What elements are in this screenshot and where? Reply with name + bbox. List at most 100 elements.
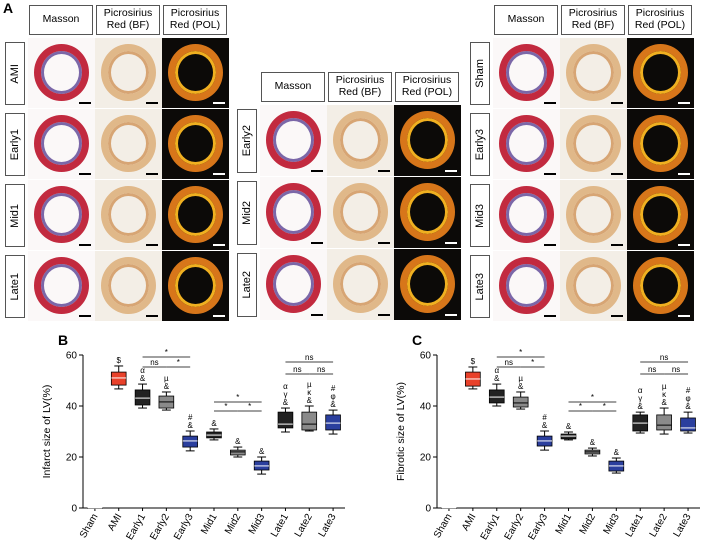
significance-symbol: &: [685, 402, 691, 411]
heart-section: [499, 186, 554, 243]
x-tick-label: Sham: [78, 512, 101, 540]
column-header-text: Masson: [507, 13, 545, 26]
box: [277, 411, 294, 429]
scale-bar: [311, 242, 323, 244]
panel-label: B: [58, 332, 68, 348]
heart-section: [266, 183, 321, 241]
histology-image: [560, 180, 627, 250]
column-header: Picrosirius Red (POL): [395, 72, 459, 102]
column-header: Picrosirius Red (BF): [561, 5, 625, 35]
histology-image: [627, 180, 694, 250]
row-label: Early3: [470, 113, 490, 176]
column-header-text: Masson: [42, 13, 80, 26]
histology-image: [28, 109, 95, 179]
column-header-text: Picrosirius Red (POL): [169, 7, 221, 31]
scale-bar: [213, 102, 225, 104]
heart-section: [400, 111, 455, 169]
significance-symbol: #: [686, 386, 691, 395]
comparison-label: ns: [293, 365, 301, 374]
significance-symbol: κ: [307, 388, 312, 397]
row-label-text: Sham: [474, 59, 486, 88]
histology-image: [560, 38, 627, 108]
x-tick-label: Late3: [672, 512, 694, 540]
row-label: Mid1: [5, 184, 25, 247]
comparison-label: *: [519, 348, 522, 357]
scale-bar: [79, 173, 91, 175]
comparison-label: ns: [648, 365, 656, 374]
scale-bar: [79, 315, 91, 317]
x-tick-label: Mid1: [554, 512, 575, 537]
histology-image: [162, 180, 229, 250]
scale-bar: [79, 244, 91, 246]
x-tick-label: Early2: [148, 512, 172, 542]
row-label: Early2: [237, 109, 257, 173]
box: [656, 414, 672, 431]
heart-section: [499, 115, 554, 172]
box: [230, 449, 246, 456]
row-label-text: Mid3: [474, 203, 486, 228]
y-axis-label: Fibrotic size of LV(%): [395, 382, 407, 481]
x-tick-label: Mid2: [578, 512, 599, 537]
heart-section: [633, 257, 688, 314]
significance-symbol: &: [566, 422, 572, 431]
comparison-label: *: [224, 402, 227, 411]
y-tick-label: 40: [66, 402, 78, 413]
scale-bar: [311, 170, 323, 172]
heart-section: [499, 257, 554, 314]
histology-image: [95, 180, 162, 250]
box: [301, 411, 318, 431]
column-header: Picrosirius Red (BF): [96, 5, 160, 35]
significance-symbol: &: [661, 398, 667, 407]
column-header-text: Picrosirius Red (BF): [335, 74, 385, 98]
scale-bar: [611, 173, 623, 175]
scale-bar: [213, 315, 225, 317]
scale-bar: [146, 102, 158, 104]
histology-image: [260, 249, 327, 320]
column-header: Masson: [494, 5, 558, 35]
scale-bar: [678, 244, 690, 246]
y-tick-label: 0: [71, 504, 77, 515]
row-label: AMI: [5, 42, 25, 105]
scale-bar: [146, 173, 158, 175]
x-tick-label: Early3: [526, 512, 550, 542]
significance-symbol: κ: [662, 390, 667, 399]
significance-symbol: &: [283, 398, 289, 407]
histology-image: [493, 109, 560, 179]
y-tick-label: 60: [66, 351, 78, 362]
scale-bar: [544, 244, 556, 246]
scale-bar: [213, 244, 225, 246]
comparison-label: ns: [305, 353, 313, 362]
heart-section: [333, 255, 388, 313]
box: [325, 414, 341, 431]
panel-label: A: [3, 0, 14, 16]
row-label: Early1: [5, 113, 25, 176]
column-header-text: Masson: [274, 80, 312, 93]
y-tick-label: 40: [420, 402, 432, 413]
x-tick-label: Mid1: [199, 512, 220, 537]
heart-section: [566, 44, 621, 101]
heart-section: [34, 115, 89, 172]
significance-symbol: &: [188, 421, 194, 430]
comparison-label: *: [236, 393, 239, 402]
row-label: Late2: [237, 253, 257, 317]
histology-image: [627, 251, 694, 321]
row-label-text: Late2: [241, 271, 253, 299]
scale-bar: [611, 315, 623, 317]
histology-image: [28, 38, 95, 108]
column-header-text: Picrosirius Red (POL): [401, 74, 453, 98]
x-tick-label: Late3: [317, 512, 339, 540]
y-tick-label: 20: [66, 453, 78, 464]
scale-bar: [544, 315, 556, 317]
heart-section: [101, 44, 156, 101]
scale-bar: [311, 314, 323, 316]
histology-image: [394, 177, 461, 248]
histology-image: [493, 38, 560, 108]
row-label: Late3: [470, 255, 490, 318]
significance-symbol: α: [140, 366, 145, 375]
histology-image: [394, 105, 461, 176]
significance-symbol: α: [494, 366, 499, 375]
histology-image: [95, 251, 162, 321]
significance-symbol: &: [614, 448, 620, 457]
significance-symbol: γ: [283, 390, 287, 399]
